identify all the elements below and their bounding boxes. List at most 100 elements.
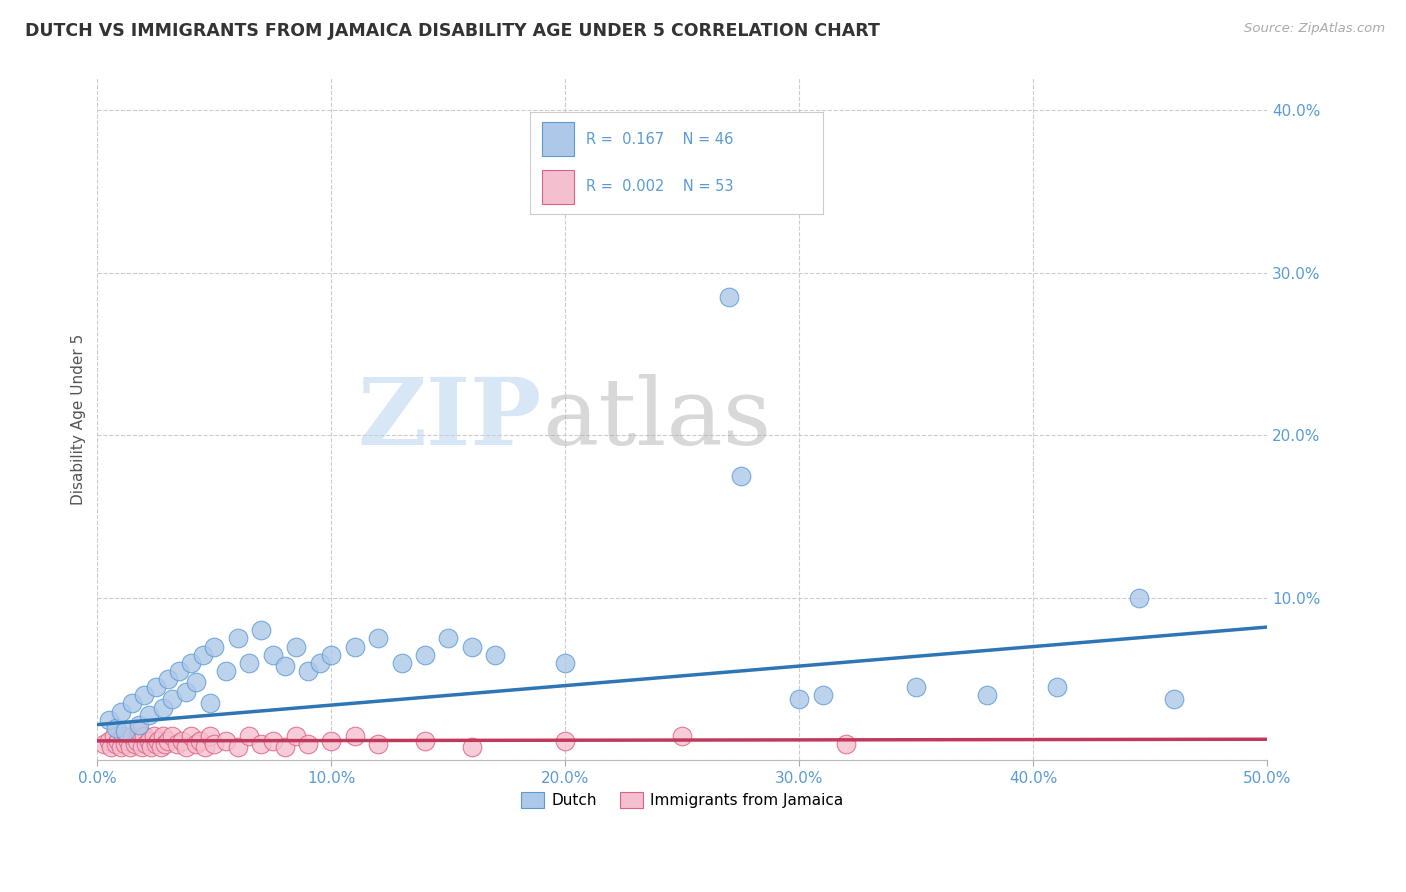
Point: [297, 737, 319, 751]
Y-axis label: Disability Age Under 5: Disability Age Under 5: [72, 334, 86, 505]
Point: [250, 624, 273, 638]
Point: [152, 701, 174, 715]
Point: [976, 689, 998, 703]
Point: [1163, 691, 1185, 706]
Point: [180, 729, 202, 743]
Point: [127, 734, 149, 748]
Point: [215, 734, 238, 748]
Point: [789, 691, 811, 706]
Point: [142, 729, 165, 743]
Point: [155, 737, 177, 751]
Point: [215, 664, 238, 678]
Point: [238, 729, 260, 743]
Point: [297, 664, 319, 678]
Point: [156, 734, 179, 748]
Point: [1046, 680, 1069, 694]
Point: [273, 740, 295, 755]
Point: [367, 737, 389, 751]
Point: [226, 632, 249, 646]
Point: [413, 734, 436, 748]
Point: [160, 729, 183, 743]
Point: [671, 729, 693, 743]
Point: [180, 656, 202, 670]
Point: [202, 640, 225, 654]
Point: [134, 729, 156, 743]
Point: [321, 734, 343, 748]
Point: [145, 737, 167, 751]
Point: [141, 740, 163, 755]
Point: [413, 648, 436, 662]
Text: ZIP: ZIP: [357, 374, 541, 464]
Point: [811, 689, 834, 703]
Point: [308, 656, 330, 670]
Point: [226, 740, 249, 755]
Point: [110, 705, 132, 719]
Point: [117, 734, 139, 748]
Point: [160, 691, 183, 706]
Point: [285, 640, 308, 654]
Point: [135, 737, 157, 751]
Point: [107, 734, 129, 748]
Point: [138, 707, 160, 722]
Point: [554, 656, 576, 670]
Point: [198, 729, 221, 743]
Point: [120, 740, 142, 755]
Point: [718, 290, 741, 304]
Point: [202, 737, 225, 751]
Point: [905, 680, 928, 694]
Point: [100, 740, 122, 755]
Point: [152, 729, 174, 743]
Point: [835, 737, 858, 751]
Point: [98, 713, 121, 727]
Point: [174, 685, 197, 699]
Point: [105, 721, 128, 735]
Point: [174, 740, 197, 755]
Point: [167, 664, 190, 678]
Point: [131, 740, 153, 755]
Point: [112, 729, 135, 743]
Point: [461, 740, 484, 755]
Point: [367, 632, 389, 646]
Point: [148, 734, 170, 748]
Point: [730, 468, 752, 483]
Point: [93, 737, 115, 751]
Point: [321, 648, 343, 662]
Text: DUTCH VS IMMIGRANTS FROM JAMAICA DISABILITY AGE UNDER 5 CORRELATION CHART: DUTCH VS IMMIGRANTS FROM JAMAICA DISABIL…: [25, 22, 880, 40]
Point: [461, 640, 484, 654]
Point: [437, 632, 460, 646]
Point: [105, 737, 128, 751]
Point: [343, 729, 366, 743]
Point: [191, 648, 214, 662]
Point: [138, 734, 160, 748]
Point: [121, 729, 143, 743]
Point: [166, 737, 188, 751]
Point: [194, 740, 217, 755]
Point: [1128, 591, 1150, 605]
Point: [114, 737, 136, 751]
Point: [124, 737, 146, 751]
Point: [114, 724, 136, 739]
Point: [391, 656, 413, 670]
Point: [273, 659, 295, 673]
Point: [188, 734, 211, 748]
Point: [170, 734, 193, 748]
Point: [285, 729, 308, 743]
Point: [128, 717, 150, 731]
Point: [149, 740, 172, 755]
Point: [121, 697, 143, 711]
Point: [110, 740, 132, 755]
Legend: Dutch, Immigrants from Jamaica: Dutch, Immigrants from Jamaica: [515, 786, 849, 814]
Point: [145, 680, 167, 694]
Point: [343, 640, 366, 654]
Point: [156, 672, 179, 686]
Point: [484, 648, 506, 662]
Point: [198, 697, 221, 711]
Text: atlas: atlas: [541, 374, 772, 464]
Point: [554, 734, 576, 748]
Point: [250, 737, 273, 751]
Point: [98, 734, 121, 748]
Point: [184, 675, 207, 690]
Point: [184, 737, 207, 751]
Point: [128, 724, 150, 739]
Point: [238, 656, 260, 670]
